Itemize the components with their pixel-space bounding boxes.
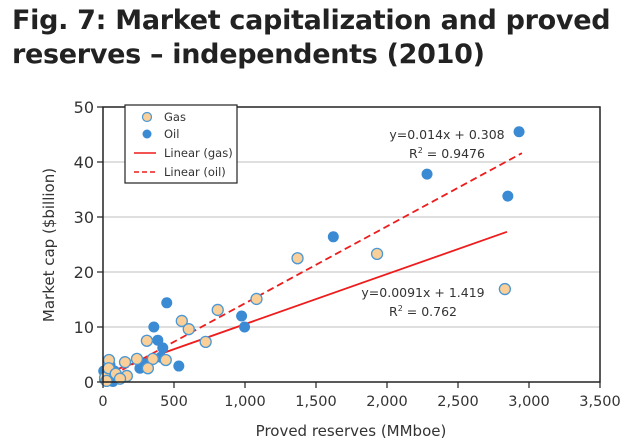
oil-point (161, 297, 173, 309)
oil-point (513, 126, 525, 138)
title-line-1: Fig. 7: Market capitalization and proved (12, 5, 611, 36)
gas-point (140, 334, 154, 347)
gas-trendline (102, 230, 508, 376)
x-tick-label: 0 (98, 394, 107, 410)
gas-point (146, 352, 159, 366)
x-axis-label: Proved reserves (MMboe) (256, 422, 447, 440)
x-tick-label: 3,000 (508, 394, 550, 410)
legend: Gas Oil Linear (gas) Linear (oil) (124, 104, 238, 184)
oil-equation: y=0.014x + 0.308 (389, 127, 504, 142)
gas-point (199, 335, 212, 349)
legend-oil-label: Oil (164, 127, 179, 141)
gas-point (118, 356, 132, 369)
oil-trendline (102, 152, 523, 382)
gas-point (100, 374, 113, 388)
oil-point (173, 360, 185, 372)
oil-trend-annotation: y=0.014x + 0.308 R2 = 0.9476 (389, 127, 504, 161)
x-tick-label: 3,500 (579, 394, 621, 410)
legend-gas-label: Gas (164, 110, 186, 124)
x-tick-label: 2,000 (366, 394, 408, 410)
y-tick-label: 40 (74, 153, 94, 172)
oil-point (502, 190, 514, 202)
gas-trend-annotation: y=0.0091x + 1.419 R2 = 0.762 (361, 285, 484, 319)
y-tick-label: 30 (74, 208, 94, 227)
legend-linear-gas-label: Linear (gas) (164, 146, 233, 160)
gas-point (291, 252, 304, 265)
x-tick-label: 1,000 (224, 394, 266, 410)
title-line-2: reserves – independents (2010) (12, 39, 485, 70)
oil-point (239, 321, 251, 333)
plot-frame (102, 106, 601, 383)
gridlines (103, 161, 600, 328)
gas-point (211, 303, 224, 317)
gas-point (370, 247, 384, 261)
gas-point (141, 362, 155, 375)
x-tick-label: 1,500 (295, 394, 337, 410)
chart-title: Fig. 7: Market capitalization and proved… (12, 4, 611, 72)
oil-point (157, 342, 169, 354)
y-tick-label: 50 (74, 98, 94, 117)
y-tick-label: 0 (84, 373, 94, 392)
gas-point (498, 282, 512, 296)
y-tick-label: 10 (74, 318, 94, 337)
gas-point (130, 352, 144, 366)
gas-point (175, 314, 188, 328)
oil-point (421, 168, 433, 180)
gas-point (250, 292, 263, 306)
gas-r2: R2 = 0.762 (389, 304, 457, 319)
x-tick-label: 500 (160, 394, 188, 410)
gas-point (182, 323, 195, 336)
oil-point (236, 310, 248, 322)
gas-equation: y=0.0091x + 1.419 (361, 285, 484, 300)
y-axis-label: Market cap ($billion) (40, 168, 58, 322)
legend-linear-oil-label: Linear (oil) (164, 165, 226, 179)
y-tick-label: 20 (74, 263, 94, 282)
trendlines (102, 152, 523, 382)
gas-point (159, 353, 172, 367)
legend-gas-marker (141, 111, 153, 123)
oil-point (327, 231, 339, 243)
legend-oil-marker (142, 129, 152, 139)
oil-r2: R2 = 0.9476 (409, 146, 485, 161)
x-tick-label: 2,500 (437, 394, 479, 410)
oil-point (148, 321, 160, 333)
